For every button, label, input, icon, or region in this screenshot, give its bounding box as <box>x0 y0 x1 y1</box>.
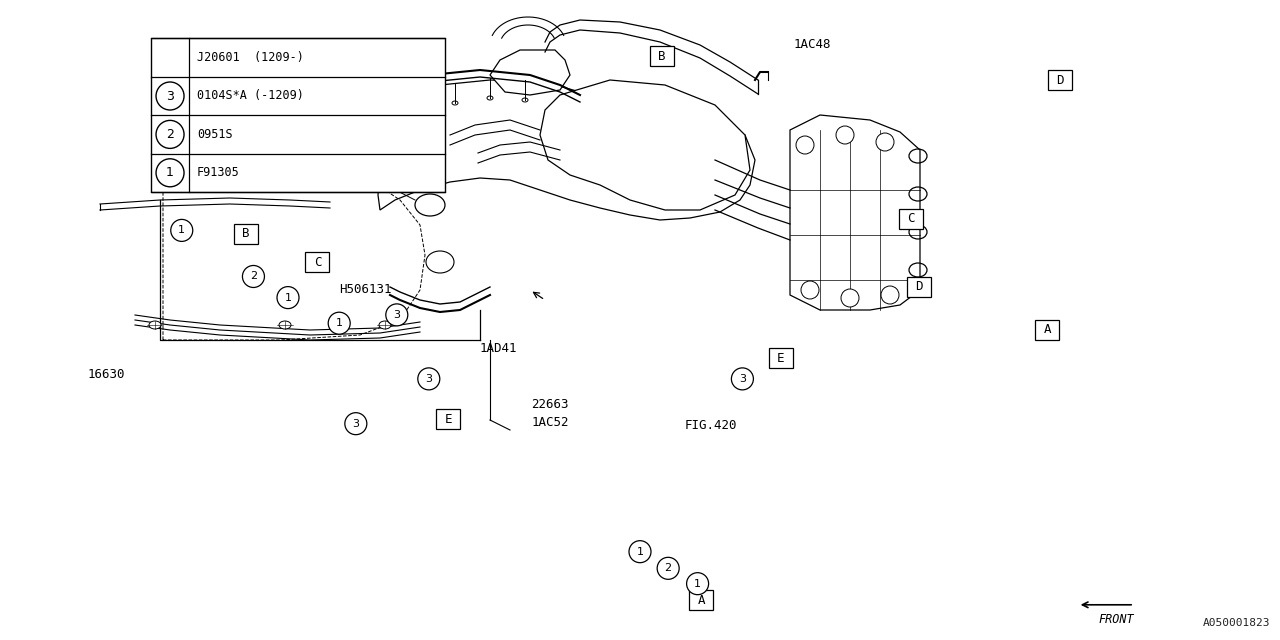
Polygon shape <box>490 50 570 95</box>
Text: 3: 3 <box>739 374 746 384</box>
Circle shape <box>344 413 367 435</box>
Text: C: C <box>908 212 915 225</box>
Text: 1: 1 <box>694 579 701 589</box>
Text: 1: 1 <box>335 318 343 328</box>
Ellipse shape <box>379 321 390 329</box>
Circle shape <box>628 541 652 563</box>
Text: 3: 3 <box>166 90 174 102</box>
Text: 22663: 22663 <box>531 398 568 411</box>
Circle shape <box>686 573 709 595</box>
Polygon shape <box>378 80 755 220</box>
Circle shape <box>417 368 440 390</box>
Text: 0951S: 0951S <box>197 128 233 141</box>
Polygon shape <box>540 80 750 210</box>
Text: 1: 1 <box>284 292 292 303</box>
Text: FIG.420: FIG.420 <box>685 419 737 432</box>
Text: J20601  (1209-): J20601 (1209-) <box>197 51 303 64</box>
Ellipse shape <box>426 251 454 273</box>
Bar <box>234 223 257 244</box>
Circle shape <box>841 289 859 307</box>
Circle shape <box>796 136 814 154</box>
Circle shape <box>170 220 193 241</box>
Text: D: D <box>1056 74 1064 86</box>
Bar <box>650 46 673 67</box>
Text: E: E <box>777 352 785 365</box>
Text: 0104S*A (-1209): 0104S*A (-1209) <box>197 90 303 102</box>
Polygon shape <box>790 115 920 310</box>
Text: 1AC52: 1AC52 <box>531 416 568 429</box>
Circle shape <box>385 304 408 326</box>
Text: 1: 1 <box>636 547 644 557</box>
Text: A: A <box>698 594 705 607</box>
Text: FRONT: FRONT <box>1098 613 1134 626</box>
Text: H506131: H506131 <box>339 283 392 296</box>
Circle shape <box>242 266 265 287</box>
Bar <box>151 38 445 192</box>
Circle shape <box>328 312 351 334</box>
Circle shape <box>276 287 300 308</box>
Text: 1: 1 <box>178 225 186 236</box>
Text: F91305: F91305 <box>197 166 239 179</box>
Circle shape <box>801 281 819 299</box>
Text: 1: 1 <box>166 166 174 179</box>
Ellipse shape <box>415 194 445 216</box>
Bar <box>769 348 792 369</box>
Text: 3: 3 <box>393 310 401 320</box>
Bar <box>908 276 931 297</box>
Circle shape <box>876 133 893 151</box>
Bar <box>900 209 923 229</box>
Text: 3: 3 <box>352 419 360 429</box>
Bar <box>306 252 329 273</box>
Bar <box>690 590 713 611</box>
Text: B: B <box>658 50 666 63</box>
Text: D: D <box>915 280 923 293</box>
Circle shape <box>881 286 899 304</box>
Text: 2: 2 <box>250 271 257 282</box>
Circle shape <box>657 557 680 579</box>
Circle shape <box>731 368 754 390</box>
Ellipse shape <box>148 321 161 329</box>
Text: A050001823: A050001823 <box>1202 618 1270 628</box>
Text: 3: 3 <box>425 374 433 384</box>
Bar <box>1048 70 1071 90</box>
Text: E: E <box>444 413 452 426</box>
Text: A: A <box>1043 323 1051 336</box>
Text: C: C <box>314 256 321 269</box>
Text: 2: 2 <box>664 563 672 573</box>
Text: 2: 2 <box>166 128 174 141</box>
Text: B: B <box>242 227 250 240</box>
Text: 16630: 16630 <box>87 368 124 381</box>
Text: 1AD41: 1AD41 <box>480 342 517 355</box>
Circle shape <box>836 126 854 144</box>
Bar <box>436 409 460 429</box>
Text: 1AC48: 1AC48 <box>794 38 831 51</box>
Bar <box>1036 319 1059 340</box>
Ellipse shape <box>279 321 291 329</box>
